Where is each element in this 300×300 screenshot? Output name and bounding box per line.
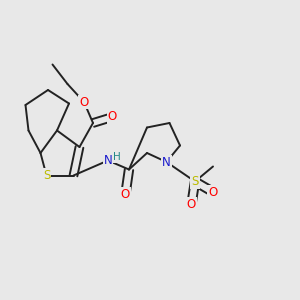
Text: O: O — [121, 188, 130, 201]
Text: O: O — [208, 185, 217, 199]
Text: H: H — [112, 152, 120, 162]
Text: N: N — [162, 155, 171, 169]
Text: S: S — [191, 175, 199, 188]
Text: O: O — [108, 110, 117, 124]
Text: S: S — [43, 169, 50, 182]
Text: O: O — [187, 198, 196, 211]
Text: N: N — [103, 154, 112, 167]
Text: O: O — [80, 95, 88, 109]
